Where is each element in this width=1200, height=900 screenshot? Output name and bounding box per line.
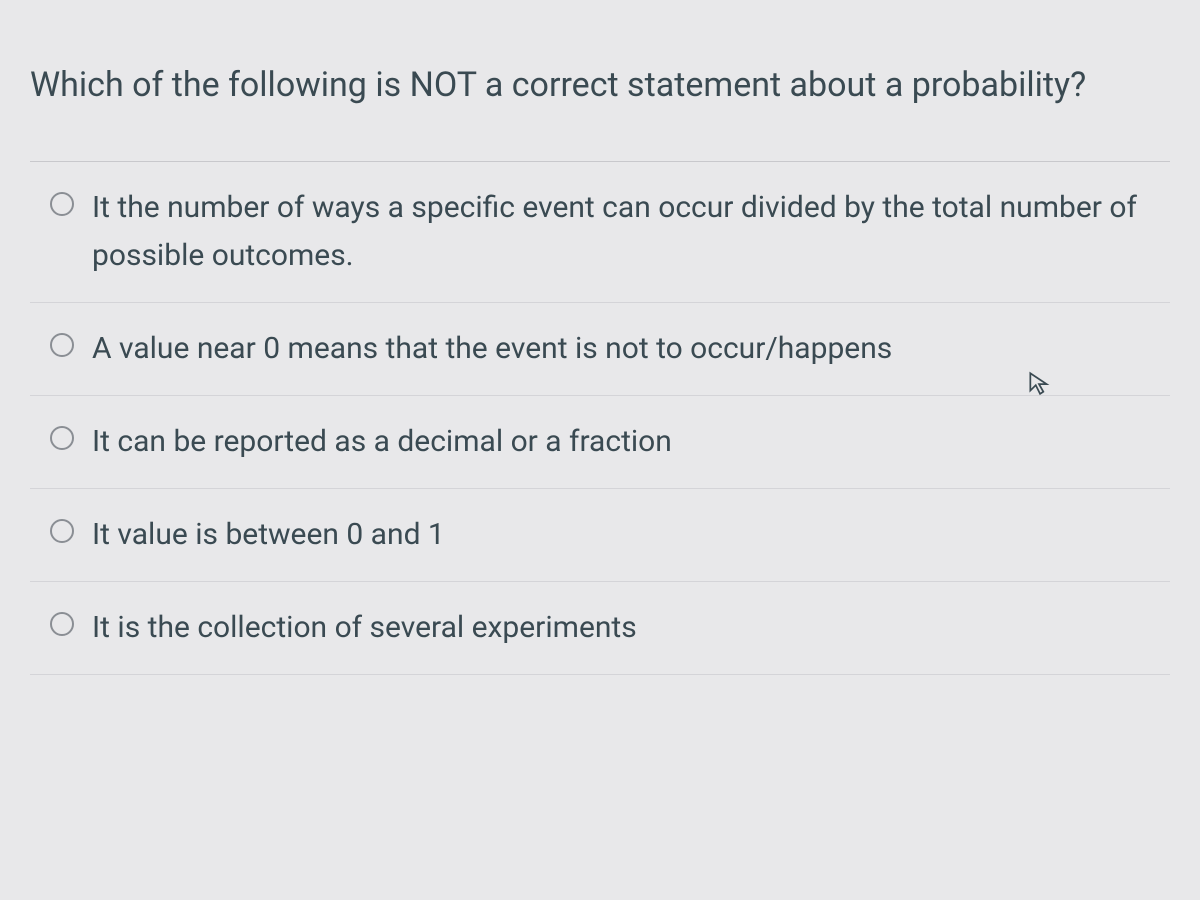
radio-button-icon[interactable]: [50, 192, 74, 216]
option-row[interactable]: It is the collection of several experime…: [30, 582, 1170, 675]
quiz-container: Which of the following is NOT a correct …: [0, 0, 1200, 900]
option-row[interactable]: It value is between 0 and 1: [30, 489, 1170, 582]
question-text: Which of the following is NOT a correct …: [30, 40, 1170, 121]
option-row[interactable]: A value near 0 means that the event is n…: [30, 303, 1170, 396]
option-text: It can be reported as a decimal or a fra…: [92, 418, 1160, 466]
option-row[interactable]: It can be reported as a decimal or a fra…: [30, 396, 1170, 489]
option-row[interactable]: It the number of ways a specific event c…: [30, 162, 1170, 303]
option-text: It is the collection of several experime…: [92, 604, 1160, 652]
radio-button-icon[interactable]: [50, 519, 74, 543]
radio-button-icon[interactable]: [50, 333, 74, 357]
radio-button-icon[interactable]: [50, 426, 74, 450]
option-text: A value near 0 means that the event is n…: [92, 325, 1160, 373]
option-text: It value is between 0 and 1: [92, 511, 1160, 559]
options-list: It the number of ways a specific event c…: [30, 162, 1170, 675]
radio-button-icon[interactable]: [50, 612, 74, 636]
option-text: It the number of ways a specific event c…: [92, 184, 1160, 280]
question-block: Which of the following is NOT a correct …: [30, 40, 1170, 162]
